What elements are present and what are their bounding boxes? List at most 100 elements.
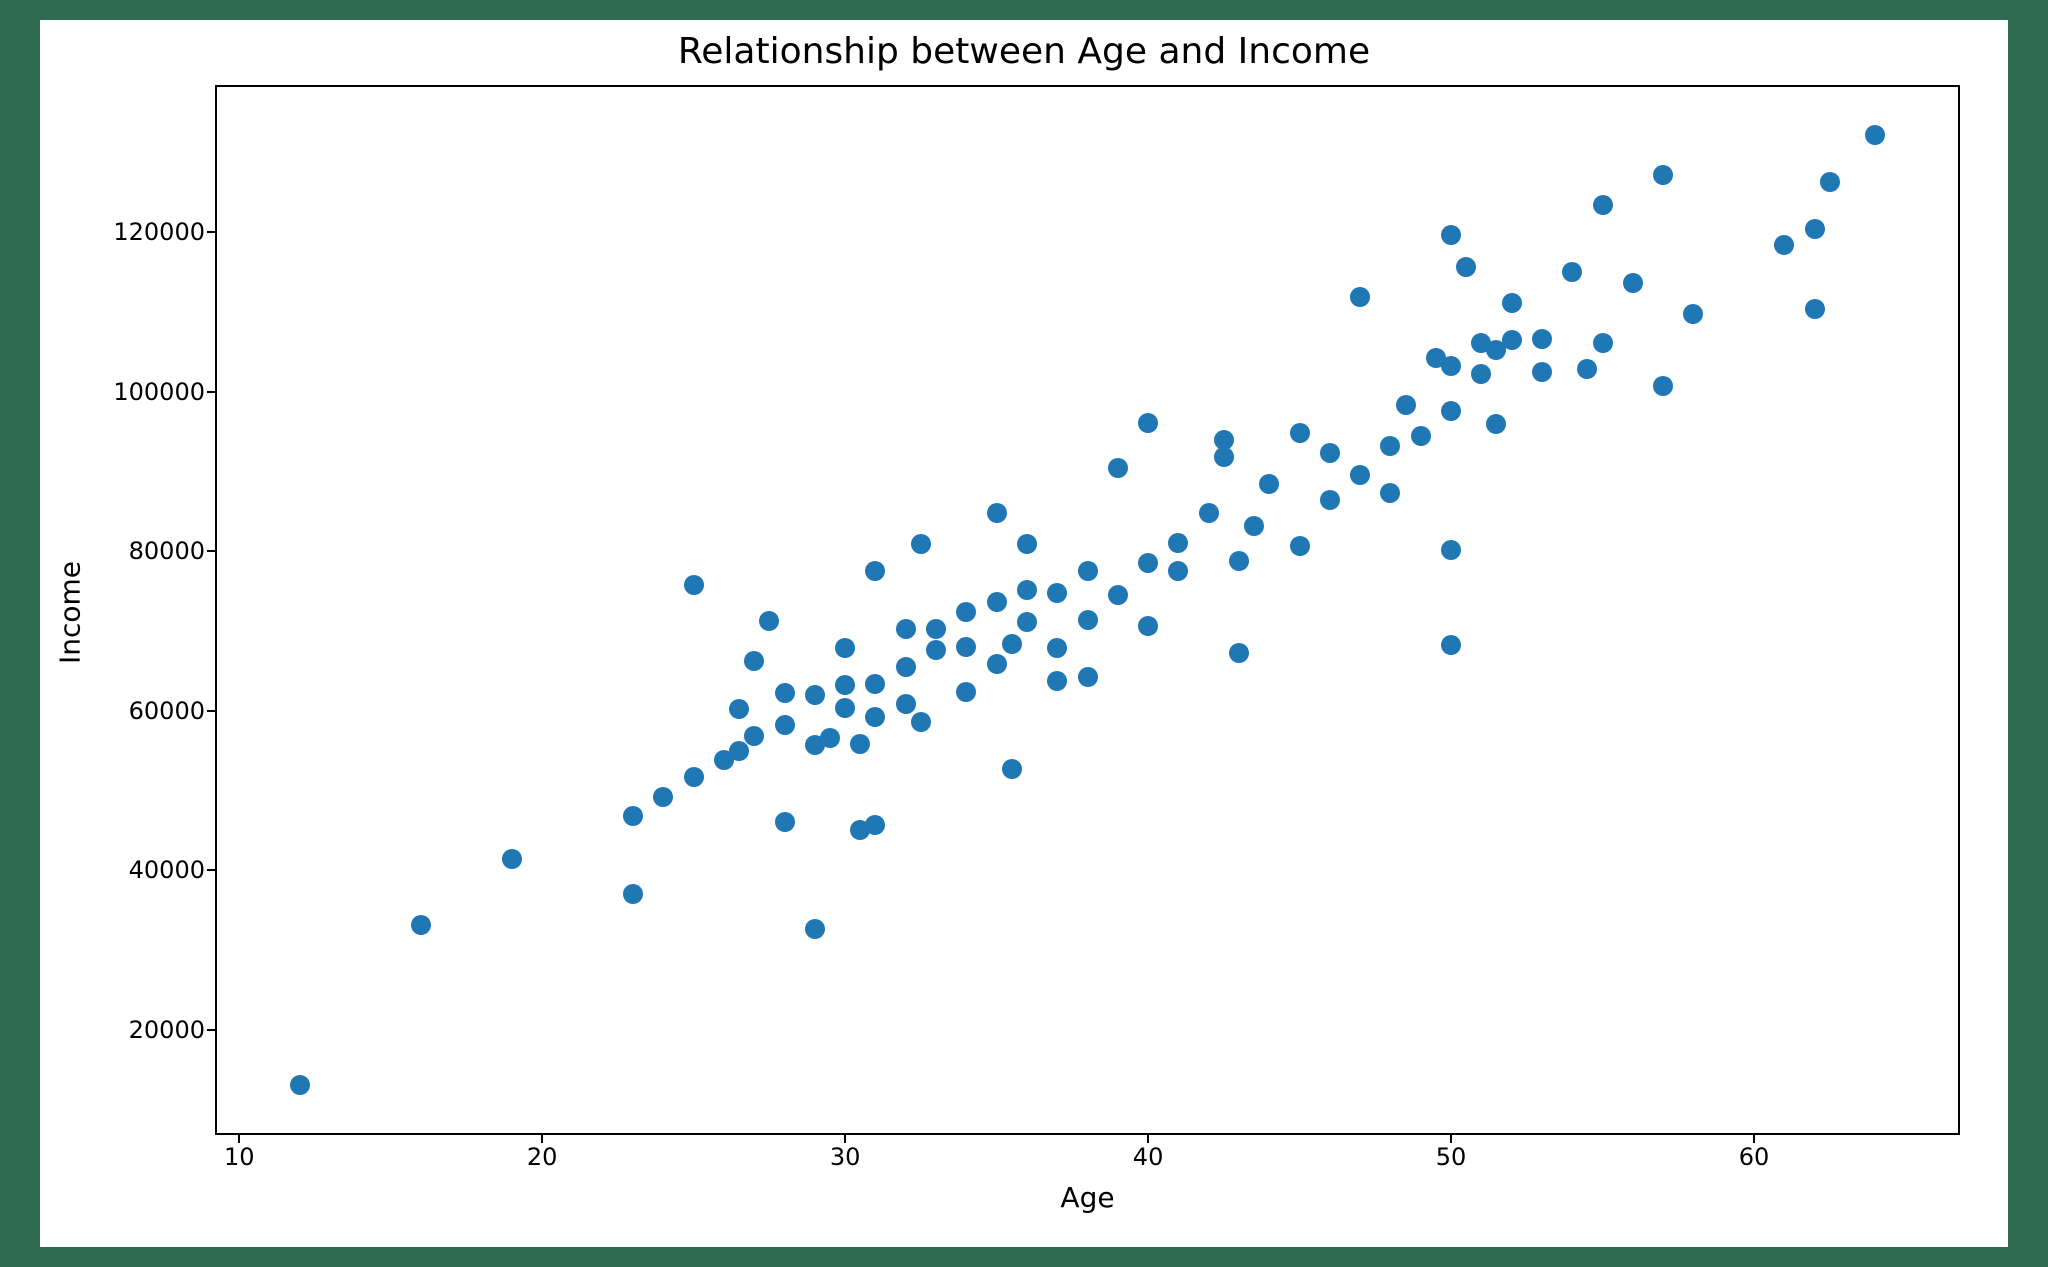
scatter-point xyxy=(1168,533,1188,553)
y-tick-mark xyxy=(207,550,215,552)
scatter-point xyxy=(1214,430,1234,450)
scatter-point xyxy=(684,575,704,595)
y-tick-mark xyxy=(207,869,215,871)
scatter-point xyxy=(1653,376,1673,396)
y-tick-mark xyxy=(207,710,215,712)
scatter-point xyxy=(1532,329,1552,349)
scatter-point xyxy=(775,812,795,832)
scatter-point xyxy=(1653,165,1673,185)
page-stage: Relationship between Age and Income Age … xyxy=(0,0,2048,1267)
scatter-point xyxy=(1320,443,1340,463)
scatter-point xyxy=(1805,299,1825,319)
x-tick-label: 20 xyxy=(527,1143,558,1171)
plot-area: 1020304050602000040000600008000010000012… xyxy=(215,85,1960,1135)
y-tick-label: 120000 xyxy=(113,218,205,246)
scatter-point xyxy=(1441,540,1461,560)
scatter-point xyxy=(1047,583,1067,603)
scatter-point xyxy=(775,715,795,735)
scatter-point xyxy=(1532,362,1552,382)
y-tick-mark xyxy=(207,1029,215,1031)
scatter-point xyxy=(1396,395,1416,415)
scatter-point xyxy=(835,698,855,718)
scatter-point xyxy=(1290,536,1310,556)
x-tick-mark xyxy=(238,1135,240,1143)
scatter-point xyxy=(1138,553,1158,573)
y-tick-label: 60000 xyxy=(129,697,205,725)
scatter-point xyxy=(835,638,855,658)
scatter-point xyxy=(502,849,522,869)
scatter-point xyxy=(865,561,885,581)
y-tick-label: 80000 xyxy=(129,537,205,565)
scatter-point xyxy=(623,806,643,826)
scatter-point xyxy=(1774,235,1794,255)
scatter-point xyxy=(1078,561,1098,581)
scatter-point xyxy=(1593,333,1613,353)
scatter-point xyxy=(1411,426,1431,446)
scatter-point xyxy=(1078,610,1098,630)
scatter-point xyxy=(987,654,1007,674)
scatter-point xyxy=(1017,534,1037,554)
scatter-point xyxy=(1168,561,1188,581)
scatter-point xyxy=(956,602,976,622)
scatter-point xyxy=(1078,667,1098,687)
scatter-point xyxy=(896,657,916,677)
scatter-point xyxy=(684,767,704,787)
scatter-point xyxy=(1820,172,1840,192)
scatter-point xyxy=(1290,423,1310,443)
scatter-point xyxy=(759,611,779,631)
scatter-point xyxy=(1199,503,1219,523)
y-tick-mark xyxy=(207,231,215,233)
scatter-point xyxy=(1471,364,1491,384)
scatter-point xyxy=(1320,490,1340,510)
scatter-point xyxy=(911,534,931,554)
scatter-point xyxy=(1441,356,1461,376)
y-axis-label: Income xyxy=(54,463,87,763)
scatter-point xyxy=(1002,634,1022,654)
scatter-point xyxy=(1244,516,1264,536)
scatter-point xyxy=(1047,638,1067,658)
y-tick-label: 40000 xyxy=(129,856,205,884)
scatter-point xyxy=(729,699,749,719)
x-tick-label: 50 xyxy=(1436,1143,1467,1171)
scatter-point xyxy=(1683,304,1703,324)
scatter-point xyxy=(1441,635,1461,655)
scatter-point xyxy=(805,919,825,939)
scatter-point xyxy=(1577,359,1597,379)
x-tick-mark xyxy=(541,1135,543,1143)
scatter-point xyxy=(1350,465,1370,485)
scatter-point xyxy=(775,683,795,703)
scatter-point xyxy=(744,726,764,746)
chart-title: Relationship between Age and Income xyxy=(40,31,2008,72)
x-tick-label: 40 xyxy=(1133,1143,1164,1171)
scatter-point xyxy=(1441,401,1461,421)
scatter-point xyxy=(729,741,749,761)
x-tick-mark xyxy=(1450,1135,1452,1143)
y-tick-label: 20000 xyxy=(129,1016,205,1044)
scatter-point xyxy=(956,637,976,657)
scatter-point xyxy=(956,682,976,702)
scatter-point xyxy=(926,619,946,639)
y-tick-mark xyxy=(207,391,215,393)
scatter-point xyxy=(1380,436,1400,456)
y-tick-label: 100000 xyxy=(113,378,205,406)
scatter-point xyxy=(290,1075,310,1095)
scatter-point xyxy=(1002,759,1022,779)
scatter-point xyxy=(1229,551,1249,571)
scatter-point xyxy=(1486,414,1506,434)
scatter-point xyxy=(987,503,1007,523)
x-tick-mark xyxy=(1753,1135,1755,1143)
scatter-point xyxy=(1380,483,1400,503)
scatter-point xyxy=(1138,413,1158,433)
scatter-point xyxy=(865,707,885,727)
scatter-point xyxy=(1441,225,1461,245)
x-tick-mark xyxy=(1147,1135,1149,1143)
scatter-point xyxy=(926,640,946,660)
scatter-point xyxy=(850,734,870,754)
scatter-point xyxy=(987,592,1007,612)
scatter-point xyxy=(1229,643,1249,663)
scatter-point xyxy=(1623,273,1643,293)
scatter-point xyxy=(865,815,885,835)
scatter-point xyxy=(1805,219,1825,239)
scatter-point xyxy=(653,787,673,807)
scatter-point xyxy=(411,915,431,935)
